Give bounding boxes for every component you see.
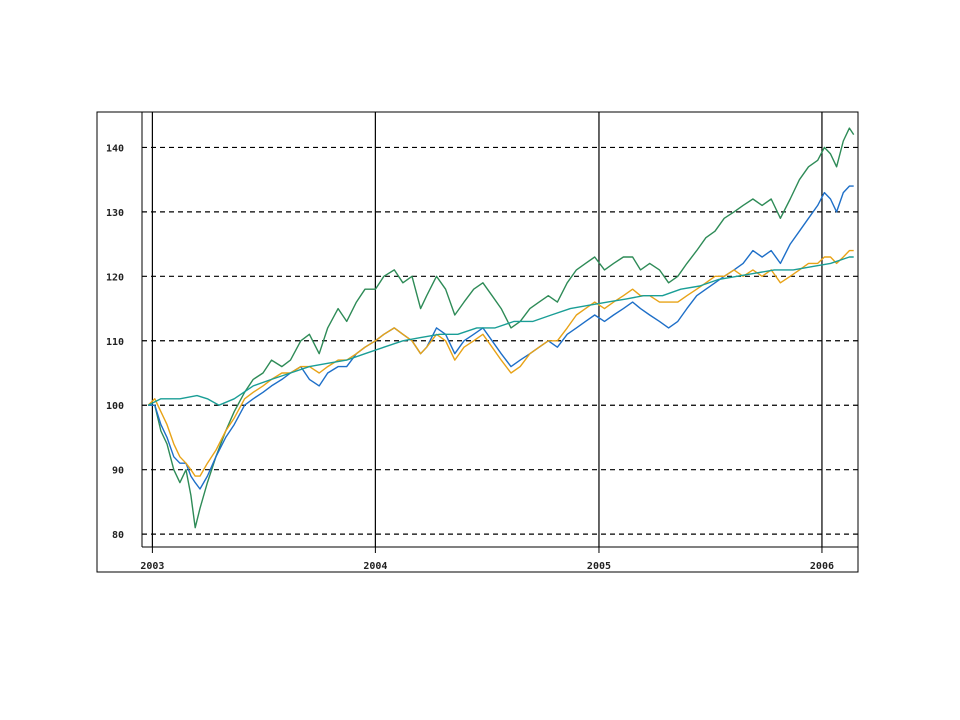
y-tick-label: 100 bbox=[106, 401, 124, 412]
x-tick-label: 2004 bbox=[363, 561, 387, 572]
x-tick-label: 2006 bbox=[810, 561, 834, 572]
y-tick-label: 140 bbox=[106, 143, 124, 154]
series-line-1 bbox=[148, 127, 855, 529]
x-tick-label: 2005 bbox=[587, 561, 611, 572]
y-tick-label: 130 bbox=[106, 208, 124, 219]
y-tick-label: 80 bbox=[112, 530, 124, 541]
series-lines bbox=[147, 127, 855, 529]
y-tick-label: 90 bbox=[112, 466, 124, 477]
y-tick-label: 110 bbox=[106, 337, 124, 348]
tick-labels: 80 90 100 110 120 130 140 2003 2004 2005 2006 bbox=[106, 143, 834, 572]
y-tick-label: 120 bbox=[106, 272, 124, 283]
plot-frame bbox=[96, 111, 859, 573]
series-line-2 bbox=[148, 185, 854, 490]
series-line-4 bbox=[147, 256, 854, 406]
x-tick-label: 2003 bbox=[140, 561, 164, 572]
